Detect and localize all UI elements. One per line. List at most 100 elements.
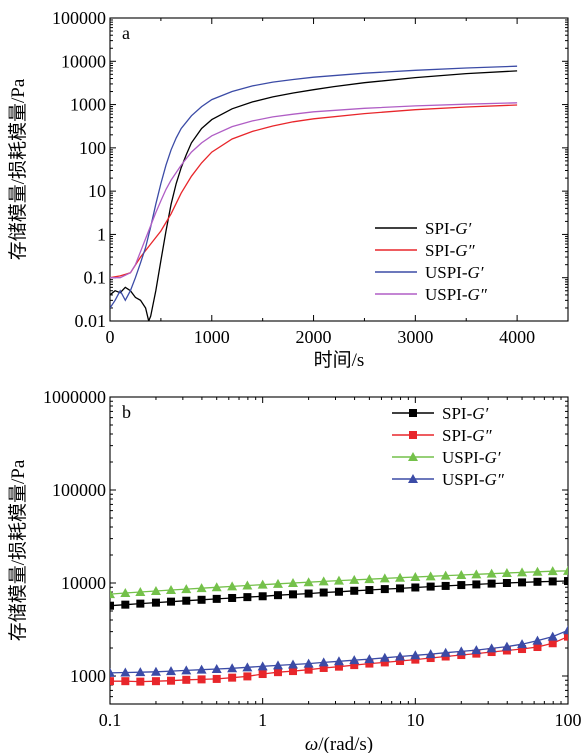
panel-b-legend-label: USPI-G″: [442, 470, 505, 489]
panel-b-data-point: [334, 587, 343, 596]
panel-b-data-point: [440, 570, 451, 580]
panel-a-legend-label: USPI-G″: [425, 285, 488, 304]
panel-b-data-point: [211, 582, 222, 592]
panel-b-data-point: [136, 677, 145, 686]
panel-b-data-point: [533, 577, 542, 586]
panel-a-x-tick-label: 2000: [296, 327, 332, 347]
panel-b-data-point: [501, 641, 512, 651]
panel-a-x-tick-label: 4000: [499, 327, 535, 347]
panel-a-x-axis-title: 时间/s: [314, 349, 365, 371]
panel-b-data-point: [547, 566, 558, 576]
panel-b-data-point: [151, 598, 160, 607]
panel-b-data-point: [564, 577, 568, 586]
panel-b-data-point: [120, 588, 131, 598]
panel-b-data-point: [258, 670, 267, 679]
panel-b-data-point: [334, 662, 343, 671]
panel-b-data-point: [287, 659, 298, 669]
panel-b-data-point: [364, 654, 375, 664]
panel-b-data-point: [120, 667, 131, 677]
panel-a-y-tick-label: 100: [79, 138, 106, 158]
panel-b-data-point: [257, 579, 268, 589]
panel-b-data-point: [304, 665, 313, 674]
panel-a-series-0: [110, 70, 518, 321]
panel-a-series-line: [110, 104, 518, 279]
panel-b-data-point: [318, 657, 329, 667]
panel-b-data-point: [181, 665, 192, 675]
panel-b-data-point: [333, 656, 344, 666]
panel-b-data-point: [502, 579, 511, 588]
panel-b-data-point: [150, 666, 161, 676]
panel-b-data-point: [166, 666, 177, 676]
panel-a-series-line: [110, 102, 518, 279]
panel-b-data-point: [110, 667, 115, 677]
panel-b-legend-marker: [408, 474, 418, 483]
panel-b-data-point: [517, 639, 528, 649]
panel-a-x-tick-label: 0: [106, 327, 115, 347]
panel-b-legend-marker: [408, 452, 418, 461]
panel-b-y-tick-label: 100000: [52, 480, 106, 500]
panel-b-data-point: [135, 667, 146, 677]
panel-b-y-axis-title: 存储模量/损耗模量/Pa: [7, 459, 29, 641]
panel-b-data-point: [471, 645, 482, 655]
panel-b-series-0: [110, 577, 568, 610]
panel-a-legend-label: USPI-G′: [425, 263, 484, 282]
panel-b-data-point: [273, 668, 282, 677]
panel-a-y-tick-label: 0.1: [84, 268, 107, 288]
panel-b-data-point: [472, 580, 481, 589]
panel-b-data-point: [167, 676, 176, 685]
panel-a-legend-label: SPI-G′: [425, 219, 472, 238]
panel-b-data-point: [333, 575, 344, 585]
panel-b-data-point: [135, 587, 146, 597]
panel-b-data-point: [395, 651, 406, 661]
panel-b-data-point: [242, 662, 253, 672]
panel-b-data-point: [563, 625, 568, 635]
panel-b-data-point: [379, 573, 390, 583]
panel-b-data-point: [182, 675, 191, 684]
panel-b-data-point: [227, 581, 238, 591]
panel-a-legend-label: SPI-G″: [425, 241, 476, 260]
panel-b-legend-label: USPI-G′: [442, 448, 501, 467]
panel-b-data-point: [380, 658, 389, 667]
panel-b-data-point: [110, 677, 114, 686]
panel-b-legend-marker: [409, 431, 417, 439]
panel-b-data-point: [548, 639, 557, 648]
panel-b-data-point: [501, 568, 512, 578]
panel-b-data-point: [349, 655, 360, 665]
panel-b-data-point: [166, 585, 177, 595]
panel-b-data-point: [471, 569, 482, 579]
panel-b-data-point: [303, 658, 314, 668]
panel-b-data-point: [547, 631, 558, 641]
panel-b-data-point: [196, 583, 207, 593]
panel-b-legend-label: SPI-G″: [442, 426, 493, 445]
panel-b-data-point: [151, 677, 160, 686]
panel-b-data-point: [350, 661, 359, 670]
panel-b-data-point: [486, 568, 497, 578]
panel-b-data-point: [410, 650, 421, 660]
panel-b-data-point: [121, 600, 130, 609]
panel-a-series-2: [110, 65, 518, 309]
panel-b-data-point: [182, 596, 191, 605]
panel-b-x-tick-label: 100: [555, 710, 582, 730]
panel-a-y-axis-title: 存储模量/损耗模量/Pa: [7, 78, 29, 260]
panel-b-data-point: [318, 576, 329, 586]
panel-b-data-point: [257, 661, 268, 671]
panel-b-data-point: [197, 675, 206, 684]
panel-b-data-point: [487, 579, 496, 588]
panel-b-data-point: [380, 585, 389, 594]
panel-b-data-point: [426, 582, 435, 591]
panel-b-data-point: [533, 643, 542, 652]
panel-b-data-point: [258, 592, 267, 601]
panel-b-data-point: [486, 643, 497, 653]
panel-b-x-tick-label: 0.1: [99, 710, 122, 730]
panel-b-x-tick-label: 1: [258, 710, 267, 730]
panel-b-data-point: [425, 649, 436, 659]
panel-b-data-point: [441, 581, 450, 590]
panel-b-data-point: [457, 581, 466, 590]
panel-b-data-point: [395, 572, 406, 582]
panel-a-series-3: [110, 102, 518, 279]
panel-b-data-point: [319, 588, 328, 597]
panel-b-data-point: [243, 593, 252, 602]
panel-a-series-line: [110, 65, 518, 309]
panel-b-frame: [109, 396, 569, 705]
panel-b-data-point: [150, 586, 161, 596]
